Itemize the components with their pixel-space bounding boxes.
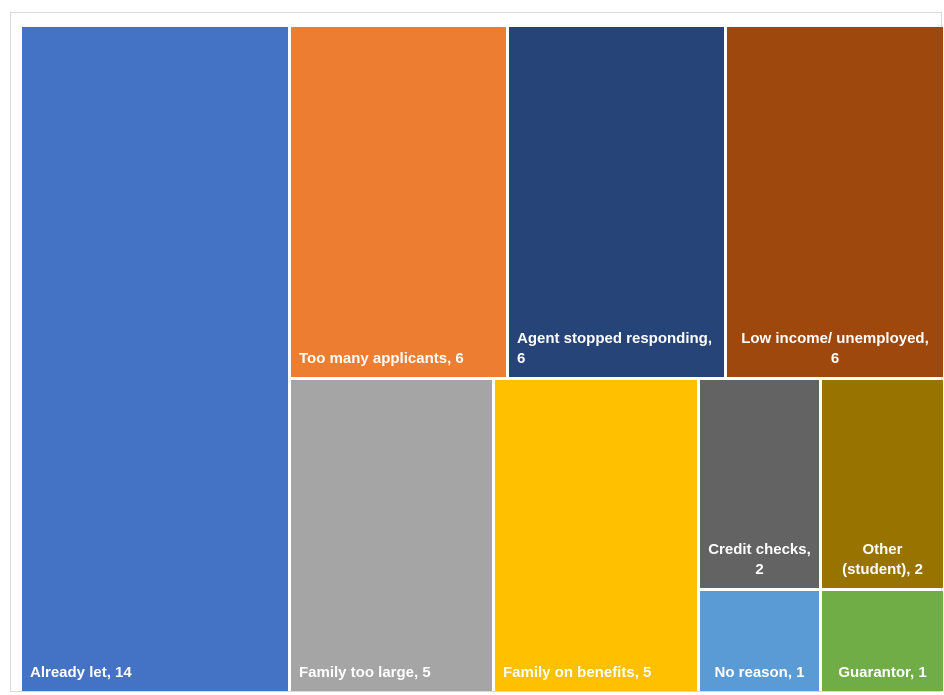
tile-label: Low income/ unemployed, 6 bbox=[741, 330, 929, 367]
tile-family-on-benefits: Family on benefits, 5 bbox=[495, 380, 697, 691]
tile-label: Family on benefits, 5 bbox=[503, 664, 652, 681]
tile-label: Guarantor, 1 bbox=[838, 664, 927, 681]
tile-guarantor: Guarantor, 1 bbox=[822, 591, 943, 691]
tile-family-too-large: Family too large, 5 bbox=[291, 380, 492, 691]
tile-credit-checks: Credit checks, 2 bbox=[700, 380, 819, 588]
tile-label: Other (student), 2 bbox=[842, 541, 923, 578]
tile-low-income-unemployed: Low income/ unemployed, 6 bbox=[727, 27, 943, 377]
treemap-chart: Already let, 14 Too many applicants, 6 A… bbox=[22, 27, 943, 691]
tile-other-student: Other (student), 2 bbox=[822, 380, 943, 588]
tile-label: Too many applicants, 6 bbox=[299, 350, 464, 367]
tile-already-let: Already let, 14 bbox=[22, 27, 288, 691]
tile-label: Credit checks, 2 bbox=[708, 541, 811, 578]
tile-label: Family too large, 5 bbox=[299, 664, 431, 681]
tile-label: Agent stopped responding, 6 bbox=[517, 330, 712, 367]
tile-label: Already let, 14 bbox=[30, 664, 132, 681]
tile-no-reason: No reason, 1 bbox=[700, 591, 819, 691]
tile-label: No reason, 1 bbox=[714, 664, 805, 681]
tile-agent-stopped-responding: Agent stopped responding, 6 bbox=[509, 27, 724, 377]
tile-too-many-applicants: Too many applicants, 6 bbox=[291, 27, 506, 377]
